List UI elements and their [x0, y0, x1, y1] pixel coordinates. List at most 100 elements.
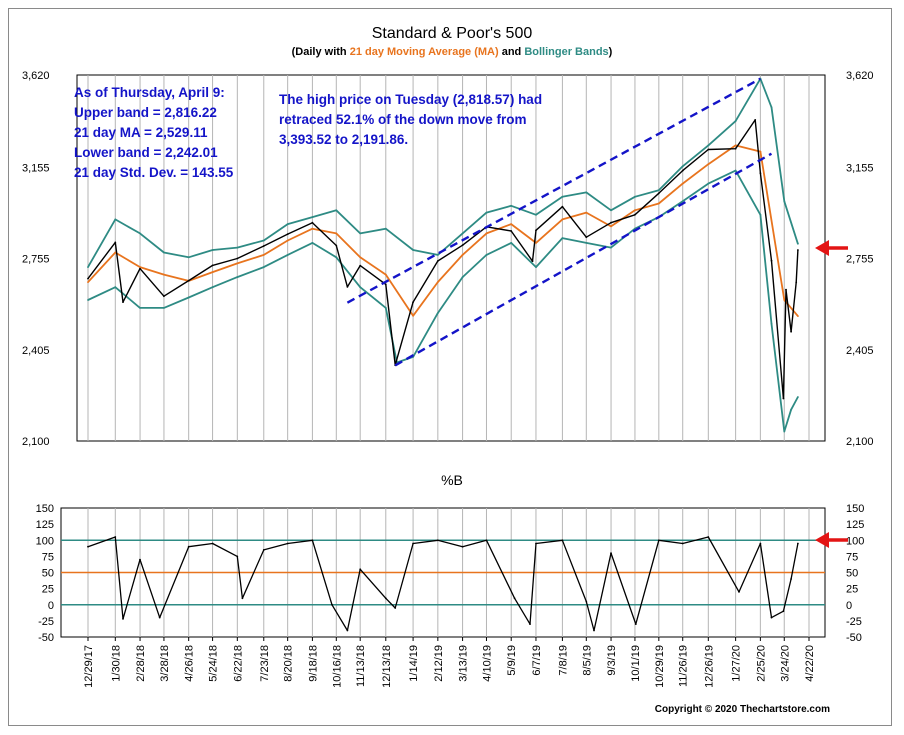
- stats-annotation: As of Thursday, April 9: Upper band = 2,…: [74, 85, 234, 180]
- x-tick-label: 9/18/18: [307, 645, 319, 682]
- y-tick-label-left: 2,100: [22, 436, 50, 448]
- price-line-point: [359, 264, 362, 267]
- lower-band-line-point: [759, 213, 762, 216]
- stats-line-lower-band: Lower band = 2,242.01: [74, 145, 218, 160]
- ma-line-point: [87, 281, 89, 283]
- percent-b-series: [87, 536, 799, 632]
- price-line-point: [759, 172, 762, 175]
- upper-band-line-point: [681, 165, 684, 168]
- price-line-point: [384, 283, 387, 286]
- ma-line-point: [535, 242, 537, 244]
- percent-b-point: [346, 629, 349, 632]
- comment-line: 3,393.52 to 2,191.86.: [279, 132, 408, 147]
- ma-line-point: [585, 211, 588, 214]
- ma-line-point: [485, 232, 488, 235]
- lower-band-line-point: [610, 246, 612, 249]
- subtitle-part: ): [609, 46, 613, 58]
- upper-band-line-point: [211, 249, 214, 251]
- upper-band-line-point: [783, 200, 786, 203]
- price-line-point: [311, 221, 314, 224]
- upper-channel-line: [346, 77, 761, 304]
- percent-b-tick-right: 150: [846, 503, 864, 515]
- lower-band-line-point: [585, 242, 588, 244]
- lower-band-line-point: [163, 307, 165, 309]
- percent-b-point: [241, 597, 244, 600]
- stats-line-std-dev: 21 day Std. Dev. = 143.55: [74, 165, 234, 180]
- x-tick-label: 1/30/18: [110, 645, 122, 682]
- percent-b-point: [681, 542, 684, 545]
- x-tick-label: 12/29/17: [83, 645, 95, 688]
- y-tick-label-left: 2,755: [22, 254, 50, 266]
- upper-band-line-point: [139, 232, 141, 235]
- lower-band-line-point: [783, 430, 786, 433]
- price-line-point: [122, 301, 124, 303]
- y-tick-label-right: 3,620: [846, 70, 874, 82]
- price-line-point: [286, 233, 289, 236]
- lower-band-line-point: [561, 237, 564, 240]
- percent-b-point: [485, 539, 488, 542]
- y-tick-label-left: 2,405: [22, 345, 50, 357]
- percent-b-point: [211, 542, 214, 545]
- lower-band-line-point: [335, 256, 338, 259]
- upper-band-line-point: [707, 144, 710, 147]
- x-tick-label: 2/25/20: [755, 645, 767, 682]
- ma-line-point: [335, 232, 338, 235]
- percent-b-point: [114, 536, 117, 538]
- percent-b-point: [412, 542, 414, 545]
- upper-band-line-point: [163, 251, 165, 254]
- x-tick-label: 8/20/18: [283, 645, 295, 682]
- percent-b-tick-left: 50: [42, 568, 54, 580]
- lower-channel-line: [394, 152, 773, 367]
- x-tick-label: 3/24/20: [779, 645, 791, 682]
- x-tick-label: 12/26/19: [703, 645, 715, 688]
- price-line-point: [790, 330, 792, 333]
- percent-b-tick-right: 125: [846, 519, 864, 531]
- price-line-point: [634, 213, 636, 216]
- x-tick-label: 4/22/20: [804, 645, 816, 682]
- y-tick-label-right: 2,405: [846, 345, 874, 357]
- percent-b-point: [770, 616, 773, 619]
- x-tick-label: 12/13/18: [381, 645, 393, 688]
- price-line-point: [163, 295, 165, 298]
- x-tick-label: 5/9/19: [506, 645, 518, 676]
- percent-b-point: [707, 536, 710, 538]
- price-line-point: [346, 286, 349, 288]
- percent-b-point: [610, 552, 612, 554]
- price-line-point: [561, 205, 564, 208]
- ma-line-point: [262, 254, 265, 256]
- ma-line-point: [211, 271, 214, 273]
- x-tick-label: 10/1/19: [630, 645, 642, 682]
- y-tick-label-right: 2,100: [846, 436, 874, 448]
- percent-b-point: [394, 607, 397, 609]
- y-tick-label-left: 3,155: [22, 162, 50, 174]
- price-line-point: [657, 192, 660, 195]
- price-line-point: [785, 288, 787, 291]
- price-line-point: [335, 244, 338, 247]
- x-tick-label: 1/14/19: [408, 645, 420, 682]
- upper-band-line-point: [535, 213, 537, 216]
- percent-b-point: [359, 568, 362, 571]
- main-grid: [87, 75, 810, 441]
- main-y-axis: 3,620 3,620 3,155 3,155 2,755 2,755 2,405 2,405…: [22, 70, 874, 448]
- lower-band-line-point: [187, 296, 190, 299]
- lower-band-line-point: [114, 286, 117, 289]
- lower-band-line-point: [262, 266, 265, 268]
- lower-band-line-point: [359, 286, 362, 289]
- ma-line-point: [139, 266, 141, 268]
- subtitle-part: (Daily with: [292, 46, 350, 58]
- subtitle-bollinger-label: Bollinger Bands: [524, 46, 608, 58]
- percent-b-point: [461, 545, 464, 548]
- upper-band-line-point: [610, 209, 612, 212]
- price-line-point: [754, 119, 757, 121]
- arrow-left-icon: [815, 532, 829, 548]
- price-line-point: [187, 279, 190, 282]
- upper-band-line-point: [770, 106, 773, 109]
- percent-b-tick-right: 50: [846, 568, 858, 580]
- ma-line-point: [236, 262, 239, 265]
- percent-b-point: [286, 542, 289, 545]
- y-tick-label-left: 3,620: [22, 70, 50, 82]
- ma-line-point: [461, 254, 464, 256]
- x-tick-label: 11/13/18: [355, 645, 367, 687]
- price-line-point: [510, 230, 513, 232]
- percent-b-tick-right: 25: [846, 584, 858, 596]
